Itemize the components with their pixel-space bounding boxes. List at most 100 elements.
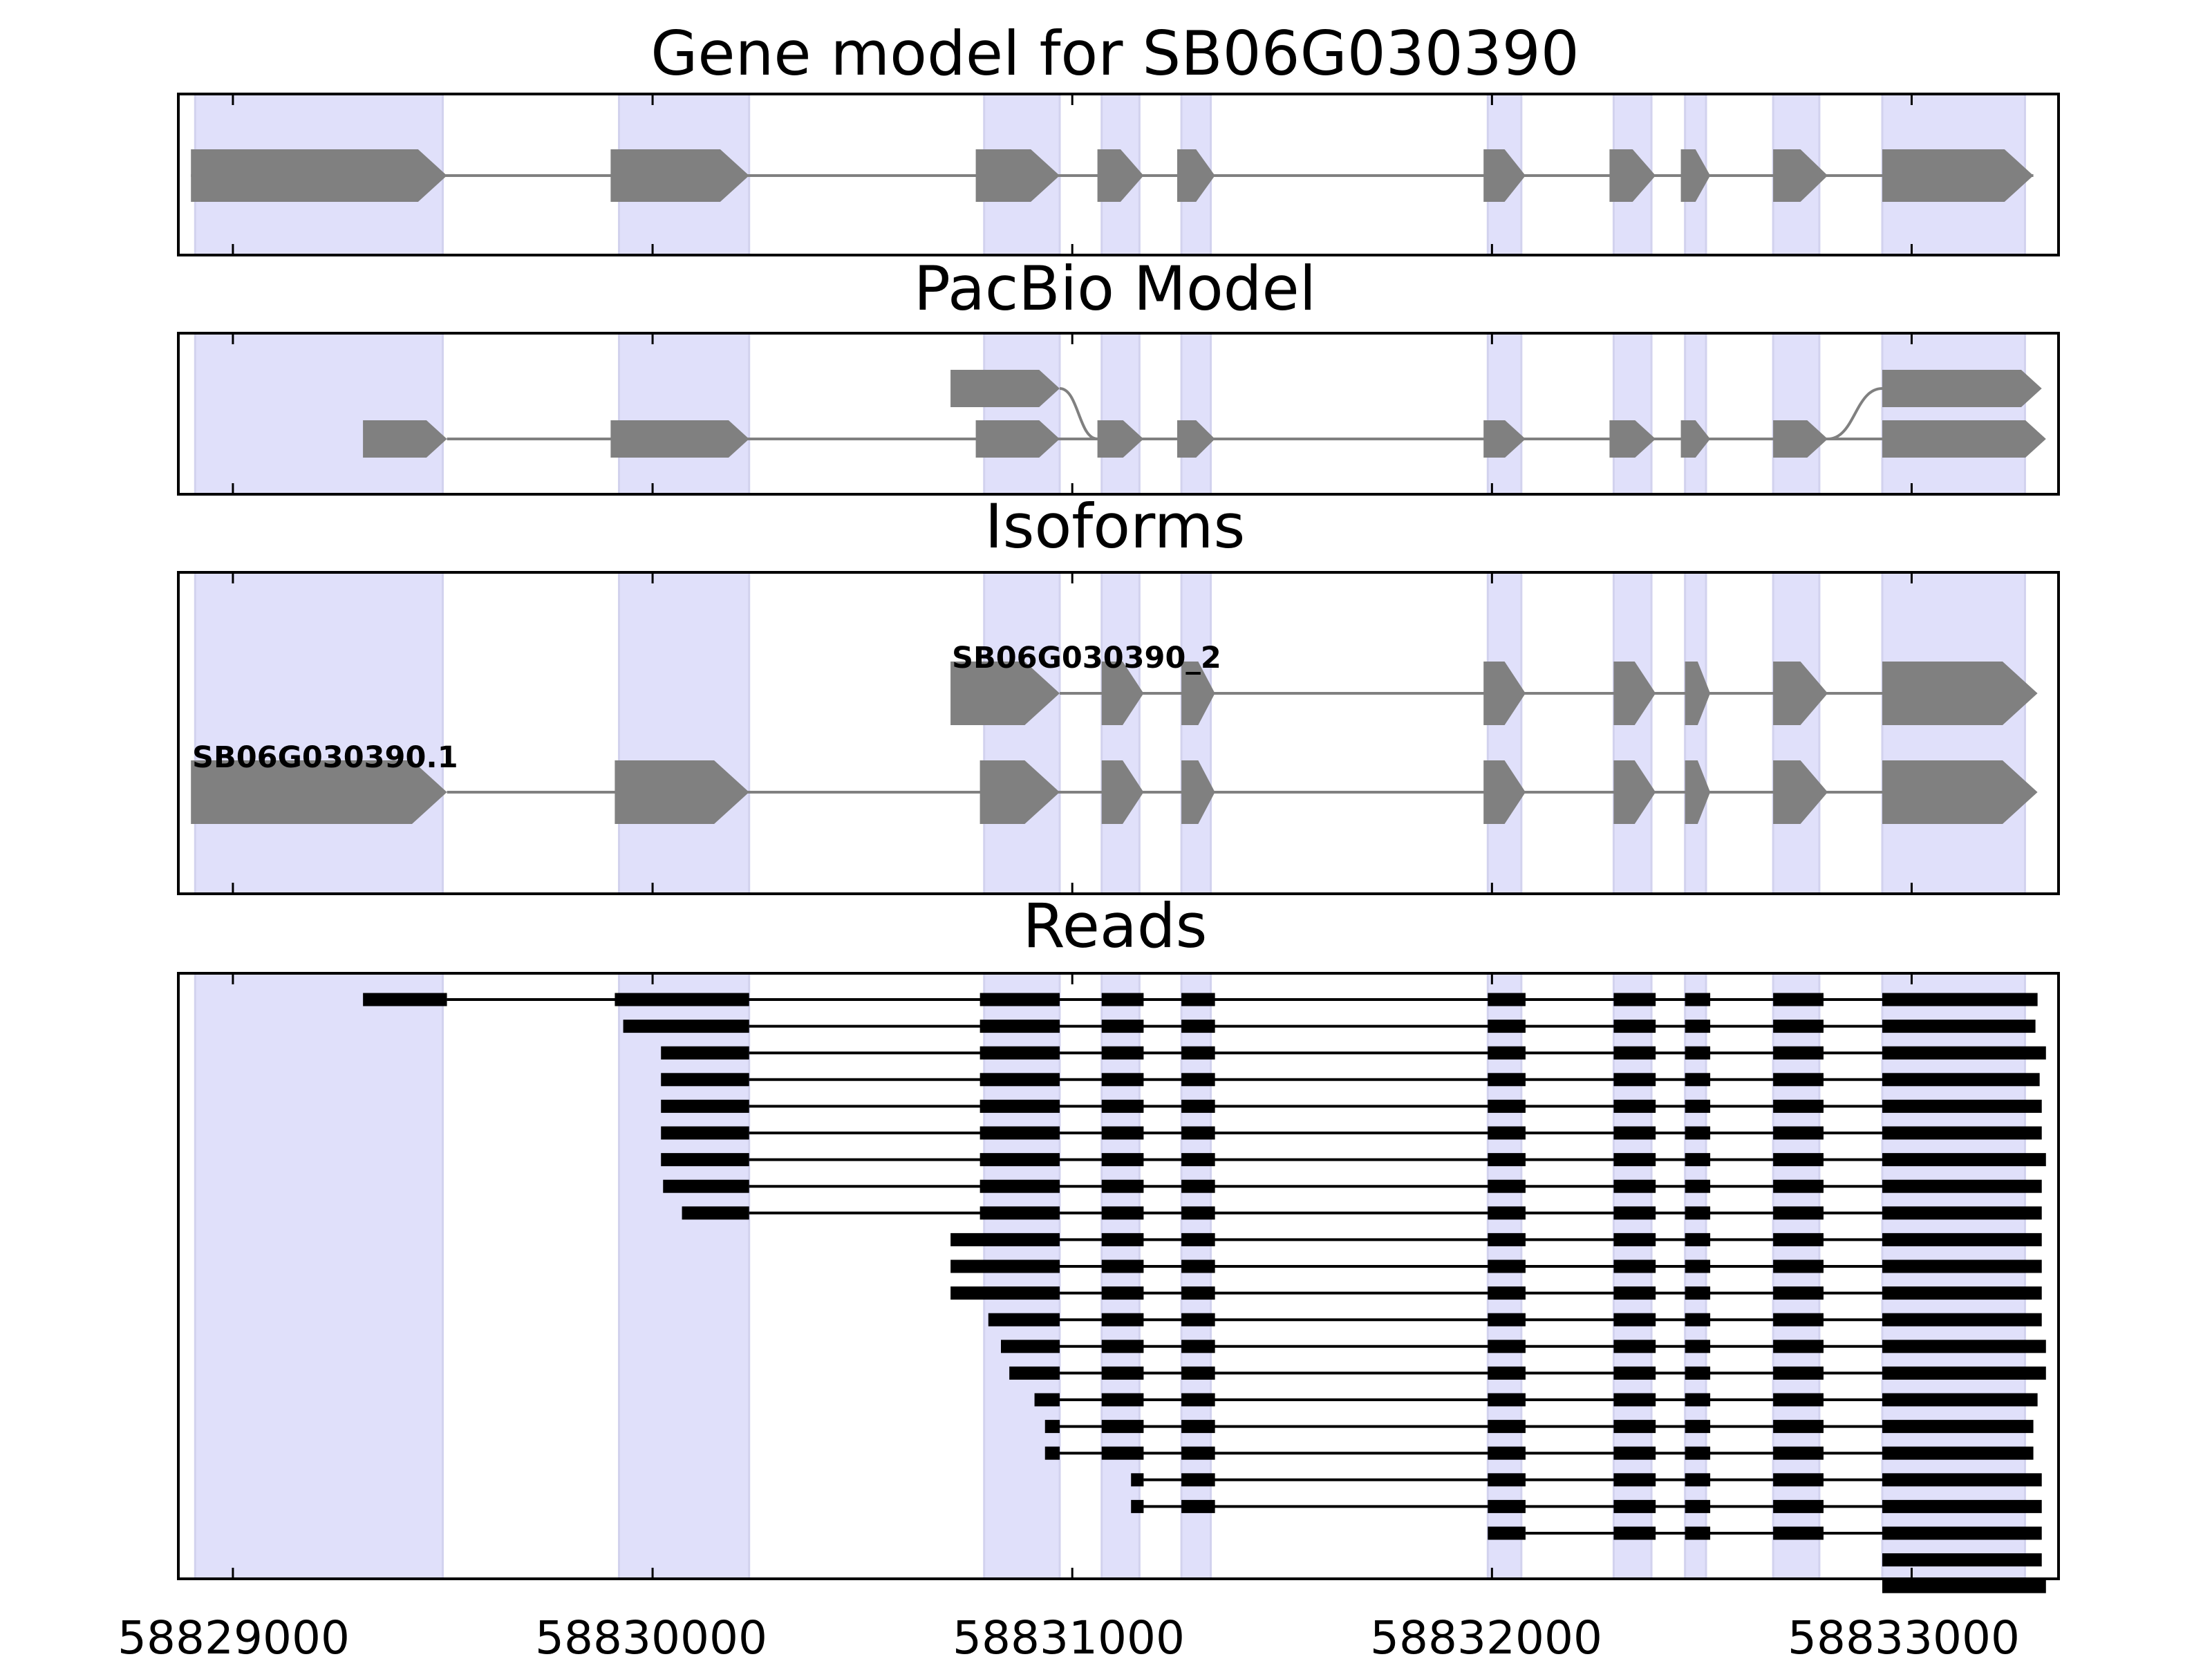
read-block (1882, 1499, 2042, 1513)
read-block (1882, 1179, 2042, 1193)
read-1 (363, 993, 2038, 1006)
read-block (1181, 1446, 1215, 1460)
isoform-exon (1613, 662, 1656, 725)
read-block (1488, 1020, 1526, 1033)
read-block (663, 1179, 749, 1193)
read-block (1882, 1366, 2046, 1380)
read-block (623, 1020, 749, 1033)
read-block (1882, 1099, 2042, 1113)
read-block (1685, 1393, 1711, 1407)
read-block (1773, 1473, 1824, 1487)
isoform-exon (1773, 662, 1828, 725)
read-13 (988, 1313, 2042, 1327)
read-block (1613, 1340, 1656, 1353)
read-block (980, 1206, 1060, 1220)
read-block (1044, 1446, 1060, 1460)
read-block (1882, 1313, 2042, 1327)
read-block (1685, 1099, 1711, 1113)
read-block (661, 1099, 749, 1113)
exon-region-highlight (1612, 972, 1653, 1580)
read-block (1773, 1153, 1824, 1167)
read-block (1488, 1179, 1526, 1193)
read-block (1101, 1179, 1144, 1193)
read-block (1181, 1420, 1215, 1434)
read-block (1882, 1232, 2042, 1246)
read-block (1773, 1206, 1824, 1220)
read-block (1882, 1020, 2036, 1033)
gene-exon (1177, 149, 1215, 202)
isoform-exon (615, 760, 749, 824)
read-block (1882, 993, 2038, 1006)
read-block (1488, 1526, 1526, 1540)
read-block (1685, 1473, 1711, 1487)
isoforms-panel: Isoforms SB06G030390.1 SB06G030390_2 (177, 491, 2060, 895)
read-block (1882, 1286, 2042, 1300)
read-block (1181, 1099, 1215, 1113)
panel-frame (177, 972, 2060, 1580)
read-block (1773, 993, 1824, 1006)
read-block (1181, 1206, 1215, 1220)
read-block (1613, 1179, 1656, 1193)
read-20 (1131, 1499, 2042, 1513)
read-block (1773, 1393, 1824, 1407)
reads-title: Reads (1023, 890, 1208, 962)
gene-exon (610, 149, 749, 202)
read-block (1613, 1420, 1656, 1434)
read-block (1773, 1446, 1824, 1460)
read-block (980, 1073, 1060, 1087)
read-4 (661, 1073, 2040, 1087)
read-block (1685, 1313, 1711, 1327)
read-12 (950, 1286, 2042, 1300)
read-block (1613, 1232, 1656, 1246)
read-block (1488, 993, 1526, 1006)
read-block (1181, 1499, 1215, 1513)
isoform-exon (980, 760, 1060, 824)
read-block (1685, 1046, 1711, 1060)
read-block (950, 1286, 1060, 1300)
read-15 (1009, 1366, 2046, 1380)
exon-region-highlight (983, 972, 1061, 1580)
isoform-exon (1773, 760, 1828, 824)
read-block (1181, 1313, 1215, 1327)
read-block (661, 1046, 749, 1060)
exon-region-highlight (618, 332, 751, 496)
read-block (1882, 1473, 2042, 1487)
read-block (1685, 1259, 1711, 1273)
exon-region-highlight (1772, 332, 1821, 496)
exon-region-highlight (1772, 972, 1821, 1580)
exon-region-highlight (1100, 972, 1141, 1580)
branch-connector (1827, 387, 1883, 440)
read-block (1773, 1020, 1824, 1033)
isoform-label-2: SB06G030390_2 (952, 641, 1221, 675)
read-block (1685, 1286, 1711, 1300)
read-11 (950, 1259, 2042, 1273)
read-block (1101, 1020, 1144, 1033)
pacbio-exon (1680, 420, 1711, 458)
gene-model-panel: Gene model for SB06G030390 (177, 18, 2060, 256)
read-block (1488, 1046, 1526, 1060)
read-block (1613, 1446, 1656, 1460)
exon-region-highlight (1180, 972, 1212, 1580)
exon-region-highlight (1612, 332, 1653, 496)
read-block (1613, 1126, 1656, 1140)
read-block (1685, 1526, 1711, 1540)
exon-region-highlight (618, 571, 751, 895)
read-block (1773, 1420, 1824, 1434)
read-block (1882, 1259, 2042, 1273)
exon-region-highlight (1486, 972, 1523, 1580)
exon-region-highlight (618, 972, 751, 1580)
read-block (1685, 1340, 1711, 1353)
read-block (980, 1126, 1060, 1140)
read-block (950, 1232, 1060, 1246)
read-block (1773, 1179, 1824, 1193)
x-tick-label: 58831000 (953, 1611, 1185, 1659)
read-block (1181, 1126, 1215, 1140)
read-block (661, 1126, 749, 1140)
isoform-exon (1613, 760, 1656, 824)
isoform-exon (1101, 760, 1144, 824)
x-tick-label: 58833000 (1788, 1611, 2020, 1659)
read-block (1685, 1499, 1711, 1513)
read-block (1488, 1259, 1526, 1273)
read-block (1685, 1073, 1711, 1087)
read-block (1613, 1259, 1656, 1273)
